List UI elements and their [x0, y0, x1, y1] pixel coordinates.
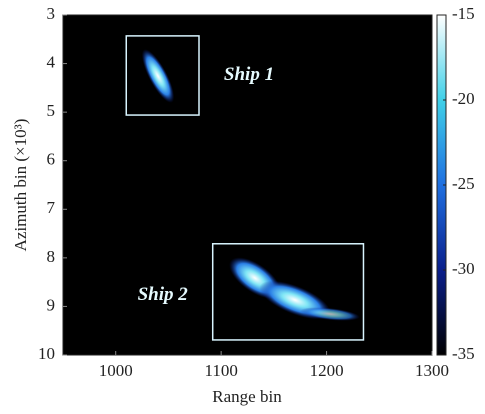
colorbar-tick-label: -15 [452, 4, 475, 23]
y-tick-label: 5 [47, 101, 56, 120]
annotation-box [211, 243, 365, 341]
colorbar-tick-label: -20 [452, 89, 475, 108]
echo [141, 49, 175, 103]
y-tick-label: 10 [38, 344, 55, 363]
plot-frame [62, 14, 433, 356]
x-tick-label: 1200 [310, 361, 344, 380]
y-tick-label: 7 [47, 198, 56, 217]
annotation-label: Ship 1 [224, 64, 274, 85]
y-tick-label: 8 [47, 247, 56, 266]
echo [300, 307, 360, 321]
y-tick-label: 4 [47, 52, 56, 71]
y-tick-label: 3 [47, 4, 56, 23]
y-axis-label: Azimuth bin (×10³) [11, 119, 30, 252]
x-tick-label: 1000 [99, 361, 133, 380]
x-tick-label: 1100 [204, 361, 237, 380]
y-tick-label: 6 [47, 150, 56, 169]
ship-echoes [141, 49, 360, 321]
y-tick-label: 9 [47, 295, 56, 314]
annotation-label: Ship 2 [138, 284, 189, 305]
colorbar-tick-label: -25 [452, 174, 475, 193]
x-axis-label: Range bin [212, 387, 282, 406]
colorbar-tick-label: -35 [452, 344, 475, 363]
annotation-box [125, 35, 200, 116]
x-tick-label: 1300 [415, 361, 449, 380]
plot-area [63, 15, 432, 355]
colorbar-tick-label: -30 [452, 259, 475, 278]
